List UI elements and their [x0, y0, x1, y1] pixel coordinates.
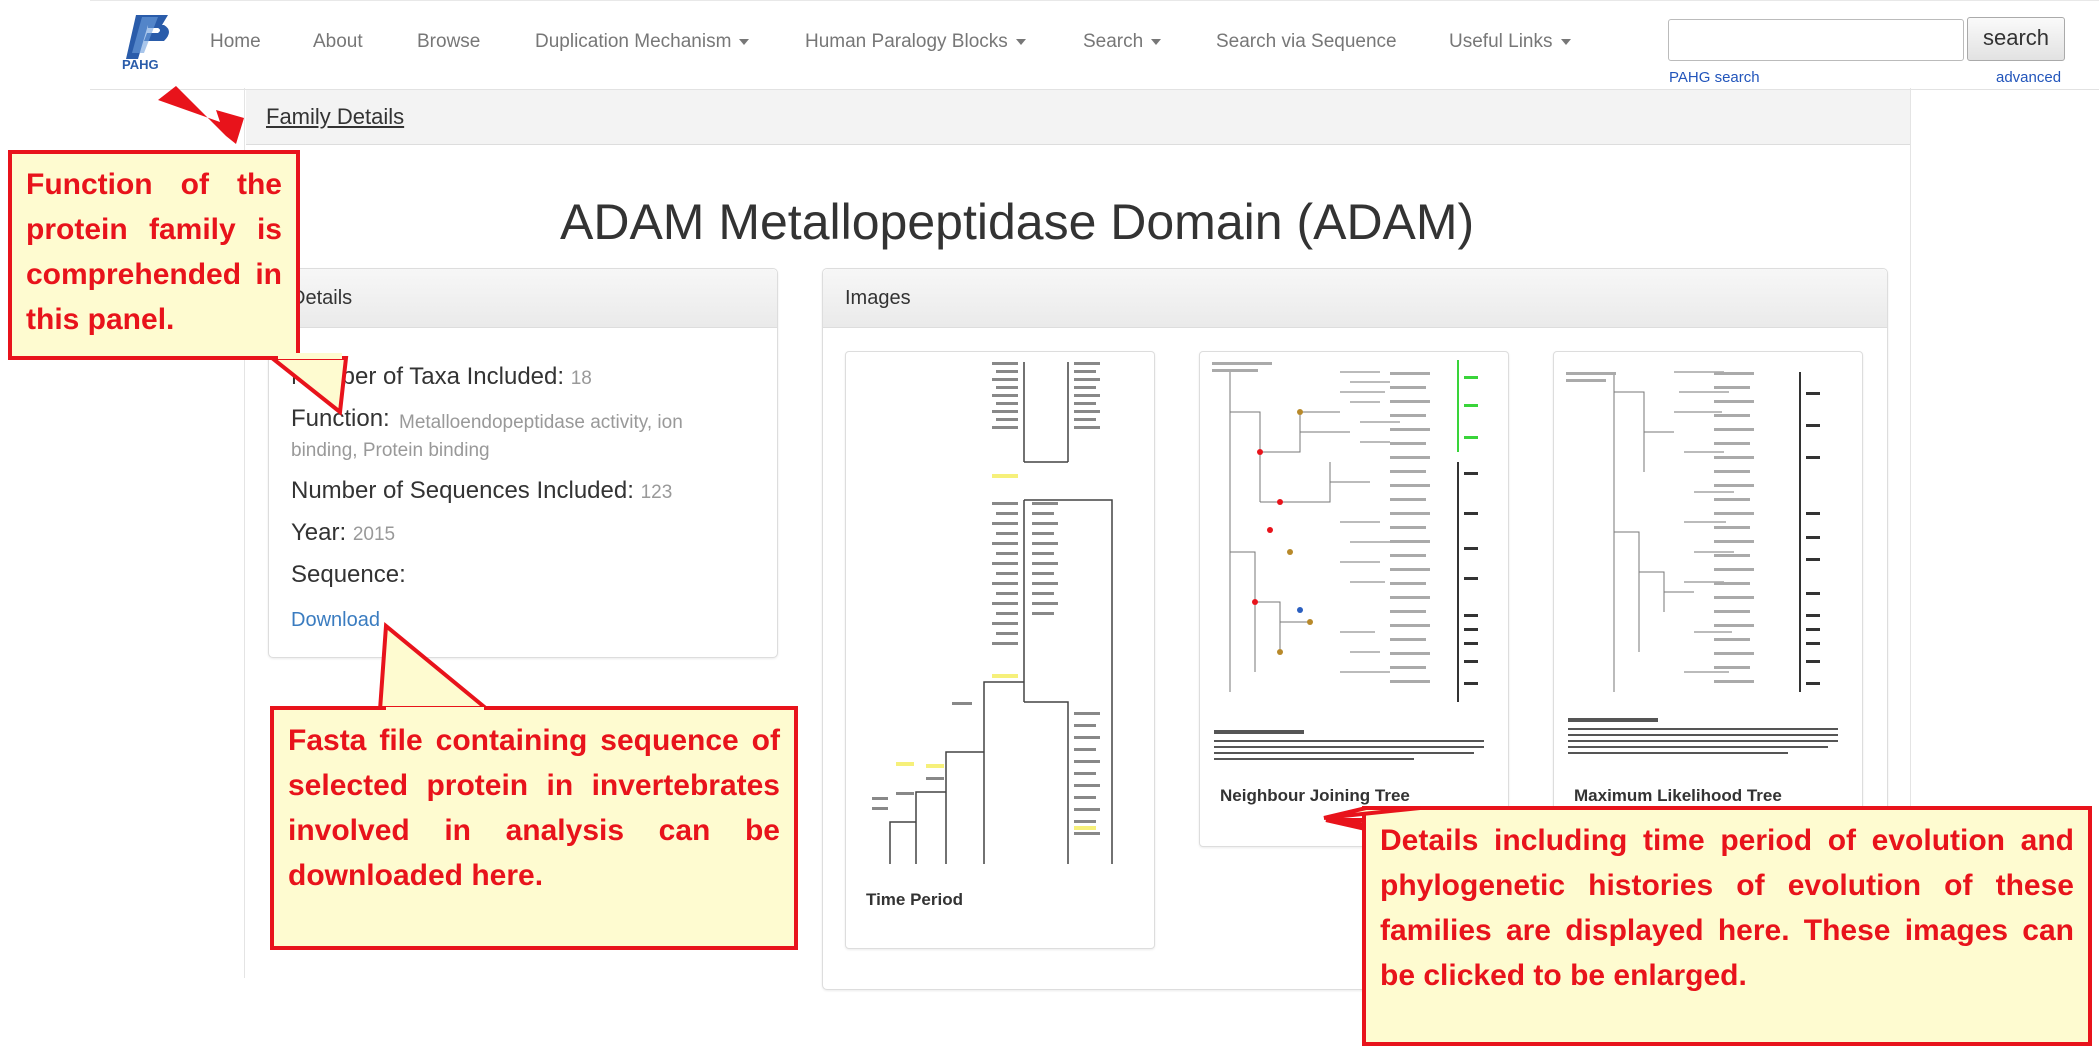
callout-images: Details including time period of evoluti…: [1362, 806, 2092, 1046]
year-value: 2015: [352, 524, 396, 545]
year-row: Year: 2015: [291, 519, 395, 547]
pahg-logo-icon: [126, 15, 169, 59]
search-input[interactable]: [1668, 19, 1964, 61]
top-navbar: PAHG Home About Browse Duplication Mecha…: [90, 0, 2099, 90]
time-period-tree-graphic: [872, 362, 1113, 864]
details-panel-heading: Details: [269, 269, 777, 328]
nav-human-paralogy-blocks[interactable]: Human Paralogy Blocks: [805, 31, 1026, 53]
nav-search-via-sequence[interactable]: Search via Sequence: [1216, 31, 1397, 52]
caret-down-icon: [1015, 38, 1026, 45]
advanced-search-link[interactable]: advanced: [1996, 69, 2062, 86]
caret-down-icon: [739, 38, 750, 45]
nav-home[interactable]: Home: [210, 31, 261, 52]
year-label: Year:: [291, 519, 347, 546]
page-title: ADAM Metallopeptidase Domain (ADAM): [560, 194, 1475, 250]
sequences-label: Number of Sequences Included:: [291, 477, 634, 504]
breadcrumb[interactable]: Family Details: [266, 104, 405, 129]
red-arrow-icon: [158, 86, 244, 144]
neighbour-joining-image[interactable]: Neighbour Joining Tree: [1199, 351, 1509, 847]
neighbour-joining-caption: Neighbour Joining Tree: [1220, 786, 1410, 805]
logo-text: PAHG: [122, 57, 159, 72]
neighbour-joining-tree-graphic: [1212, 360, 1484, 760]
time-period-image[interactable]: Time Period: [845, 351, 1155, 949]
download-link[interactable]: Download: [291, 609, 380, 631]
nav-browse[interactable]: Browse: [417, 31, 481, 52]
search-button[interactable]: search: [1967, 17, 2065, 61]
maximum-likelihood-image[interactable]: Maximum Likelihood Tree: [1553, 351, 1863, 847]
taxa-value: 18: [570, 368, 592, 389]
images-panel: Images: [822, 268, 1888, 990]
caret-down-icon: [1151, 38, 1162, 45]
content-left-border: [244, 88, 245, 978]
nav-search[interactable]: Search: [1083, 31, 1162, 53]
images-panel-heading: Images: [823, 269, 1887, 328]
nav-useful-links[interactable]: Useful Links: [1449, 31, 1571, 53]
taxa-label: Number of Taxa Included:: [291, 363, 565, 390]
nav-about[interactable]: About: [313, 31, 363, 52]
maximum-likelihood-caption: Maximum Likelihood Tree: [1574, 786, 1782, 805]
callout-fasta: Fasta file containing sequence of select…: [270, 706, 798, 950]
content-right-border: [1910, 88, 1911, 978]
callout-function: Function of the protein family is compre…: [8, 150, 300, 360]
function-value: Metalloendopeptidase activity, ion bindi…: [291, 412, 683, 461]
details-panel: Details Number of Taxa Included: 18 Func…: [268, 268, 778, 658]
sequence-label: Sequence:: [291, 561, 406, 588]
taxa-row: Number of Taxa Included: 18: [291, 363, 592, 391]
sequences-value: 123: [640, 482, 673, 503]
nav-duplication-mechanism[interactable]: Duplication Mechanism: [535, 31, 750, 53]
time-period-caption: Time Period: [866, 890, 963, 909]
caret-down-icon: [1560, 38, 1571, 45]
pahg-logo[interactable]: [118, 9, 178, 71]
breadcrumb-bar: Family Details: [246, 90, 1910, 145]
pahg-search-link[interactable]: PAHG search: [1669, 69, 1760, 86]
sequences-row: Number of Sequences Included: 123: [291, 477, 672, 505]
maximum-likelihood-tree-graphic: [1566, 371, 1838, 754]
